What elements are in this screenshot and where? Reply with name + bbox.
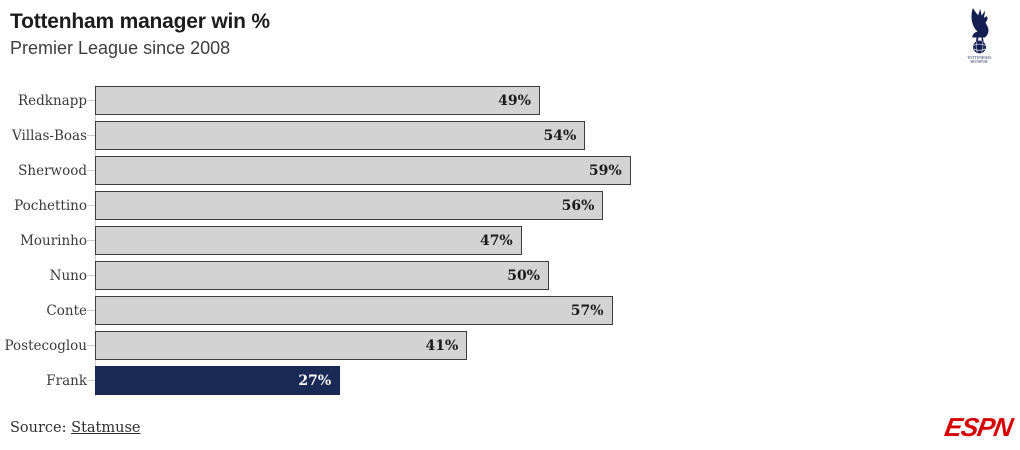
bar-row: Mourinho 47%	[0, 223, 1010, 258]
bar-value: 59%	[588, 162, 622, 179]
axis-tick	[87, 100, 95, 101]
axis-tick	[87, 380, 95, 381]
bar: 27%	[95, 366, 341, 395]
bar-chart: Redknapp 49% Villas-Boas 54% Sherwood 59…	[0, 83, 1010, 398]
axis-tick	[87, 205, 95, 206]
bar-label: Postecoglou	[4, 337, 87, 354]
bar-label: Sherwood	[18, 162, 87, 179]
crest-text-top: TOTTENHAM	[967, 56, 991, 60]
bar-value: 49%	[498, 92, 531, 109]
header: Tottenham manager win % Premier League s…	[10, 10, 270, 59]
bar-label: Pochettino	[14, 197, 87, 214]
bar: 49%	[95, 86, 540, 115]
bar: 57%	[95, 296, 613, 325]
bar-value: 27%	[298, 372, 332, 389]
source-line: Source: Statmuse	[10, 420, 140, 436]
bar-row: Conte 57%	[0, 293, 1010, 328]
bar-value: 57%	[570, 302, 604, 319]
bar-label: Conte	[46, 302, 87, 319]
bar: 41%	[95, 331, 468, 360]
bar-value: 41%	[425, 337, 459, 354]
cockerel-silhouette	[971, 8, 989, 38]
chart-subtitle: Premier League since 2008	[10, 38, 231, 59]
source-link[interactable]: Statmuse	[71, 420, 141, 436]
bar-value: 56%	[561, 197, 595, 214]
bar: 59%	[95, 156, 631, 185]
bar-row: Villas-Boas 54%	[0, 118, 1010, 153]
bar: 50%	[95, 261, 549, 290]
bar-row: Redknapp 49%	[0, 83, 1010, 118]
bar: 56%	[95, 191, 604, 220]
source-prefix: Source:	[10, 420, 72, 436]
bar-label: Mourinho	[20, 232, 87, 249]
axis-tick	[87, 310, 95, 311]
bar-label: Villas-Boas	[11, 127, 87, 144]
bar-label: Nuno	[49, 267, 87, 284]
axis-tick	[87, 170, 95, 171]
bar-row: Pochettino 56%	[0, 188, 1010, 223]
axis-tick	[87, 240, 95, 241]
bar: 54%	[95, 121, 586, 150]
axis-tick	[87, 135, 95, 136]
espn-logo: ESPN	[942, 412, 1015, 442]
bar-value: 50%	[507, 267, 540, 284]
bar-row: Frank 27%	[0, 363, 1010, 398]
bar-row: Sherwood 59%	[0, 153, 1010, 188]
bar-value: 54%	[543, 127, 577, 144]
bar: 47%	[95, 226, 522, 255]
axis-tick	[87, 345, 95, 346]
bar-row: Postecoglou 41%	[0, 328, 1010, 363]
bar-label: Redknapp	[17, 92, 87, 109]
axis-tick	[87, 275, 95, 276]
tottenham-crest-icon: TOTTENHAM HOTSPUR	[967, 8, 991, 64]
crest-text-bottom: HOTSPUR	[970, 60, 988, 64]
chart-title: Tottenham manager win %	[10, 10, 270, 33]
bar-value: 47%	[479, 232, 513, 249]
bar-row: Nuno 50%	[0, 258, 1010, 293]
bar-label: Frank	[46, 372, 87, 389]
